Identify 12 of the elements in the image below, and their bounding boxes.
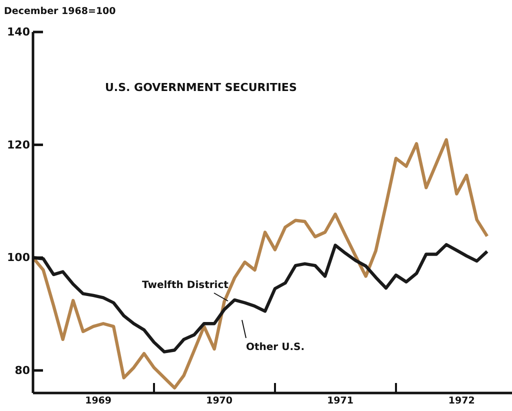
x-tick-label: 1971 (327, 396, 354, 407)
x-tick-label: 1972 (448, 396, 475, 407)
legend-label: Other U.S. (246, 342, 305, 353)
y-tick-label: 120 (7, 138, 30, 152)
series-label: Twelfth District (142, 280, 229, 291)
x-tick-label: 1970 (206, 396, 233, 407)
y-tick-label: 140 (7, 26, 30, 39)
x-tick-label: 1969 (85, 396, 112, 407)
y-axis-title: December 1968=100 (4, 6, 116, 17)
y-tick-label: 80 (14, 364, 30, 377)
y-tick-label: 100 (7, 251, 30, 264)
text: U.S. GOVERNMENT SECURITIES (105, 81, 297, 94)
